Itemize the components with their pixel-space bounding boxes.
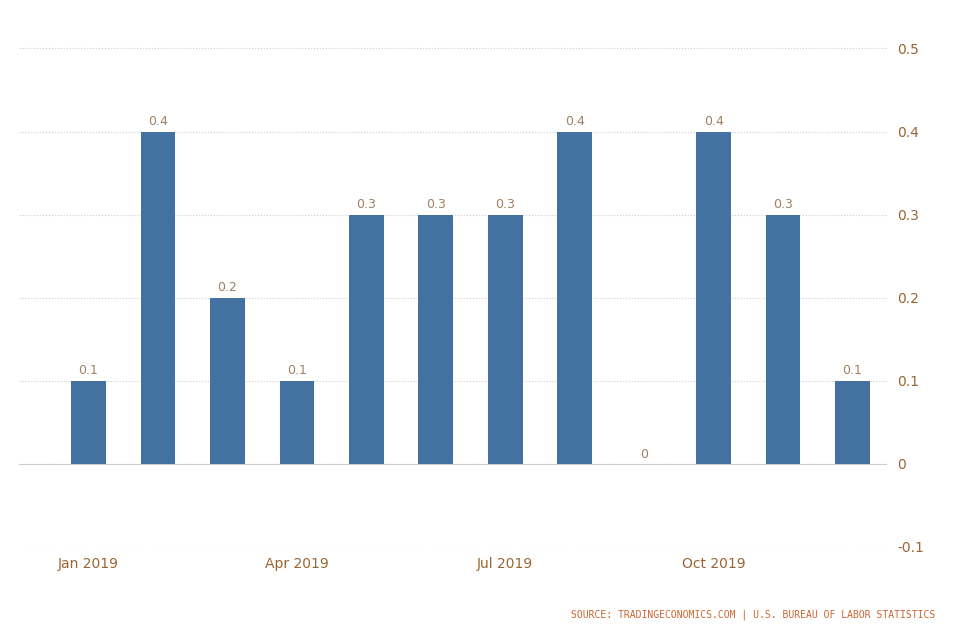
Bar xyxy=(279,381,314,464)
Text: 0.3: 0.3 xyxy=(772,198,792,211)
Bar xyxy=(71,381,106,464)
Text: 0.4: 0.4 xyxy=(564,115,584,128)
Text: 0.1: 0.1 xyxy=(78,364,98,377)
Bar xyxy=(349,214,383,464)
Bar xyxy=(765,214,800,464)
Text: 0.3: 0.3 xyxy=(425,198,445,211)
Bar xyxy=(557,132,592,464)
Bar xyxy=(418,214,453,464)
Text: 0.1: 0.1 xyxy=(287,364,307,377)
Text: 0.3: 0.3 xyxy=(356,198,375,211)
Text: 0.4: 0.4 xyxy=(148,115,168,128)
Bar xyxy=(834,381,869,464)
Text: 0.2: 0.2 xyxy=(217,281,237,294)
Bar xyxy=(696,132,730,464)
Text: 0: 0 xyxy=(639,448,647,460)
Text: 0.3: 0.3 xyxy=(495,198,515,211)
Text: SOURCE: TRADINGECONOMICS.COM | U.S. BUREAU OF LABOR STATISTICS: SOURCE: TRADINGECONOMICS.COM | U.S. BURE… xyxy=(570,609,934,620)
Text: 0.4: 0.4 xyxy=(703,115,722,128)
Bar xyxy=(210,298,245,464)
Bar xyxy=(487,214,522,464)
Text: 0.1: 0.1 xyxy=(841,364,862,377)
Bar xyxy=(140,132,175,464)
